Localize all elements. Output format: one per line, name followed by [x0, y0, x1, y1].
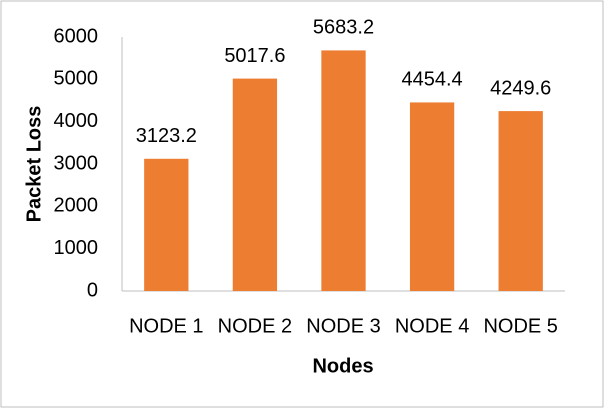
bar: [498, 111, 543, 291]
x-tick-label: NODE 4: [395, 315, 469, 337]
bar: [409, 102, 455, 292]
data-label: 5017.6: [224, 45, 285, 67]
y-tick-label: 2000: [54, 195, 99, 217]
y-tick-label: 4000: [54, 110, 99, 132]
bar: [144, 158, 189, 291]
y-tick-label: 3000: [54, 152, 99, 174]
bar: [321, 50, 366, 292]
x-tick-label: NODE 2: [218, 315, 292, 337]
data-label: 3123.2: [136, 125, 197, 147]
y-tick-label: 1000: [54, 237, 99, 259]
x-tick-label: NODE 1: [129, 315, 203, 337]
y-tick-label: 0: [87, 279, 98, 301]
y-tick-label: 5000: [54, 68, 99, 90]
data-label: 4249.6: [490, 77, 551, 99]
bar: [232, 78, 278, 292]
x-axis-label: Nodes: [312, 355, 373, 377]
data-label: 4454.4: [402, 69, 463, 91]
data-label: 5683.2: [313, 17, 374, 39]
x-tick-label: NODE 5: [483, 315, 557, 337]
x-tick-label: NODE 3: [306, 315, 380, 337]
y-axis-label: Packet Loss: [23, 106, 45, 223]
y-tick-label: 6000: [54, 25, 99, 47]
